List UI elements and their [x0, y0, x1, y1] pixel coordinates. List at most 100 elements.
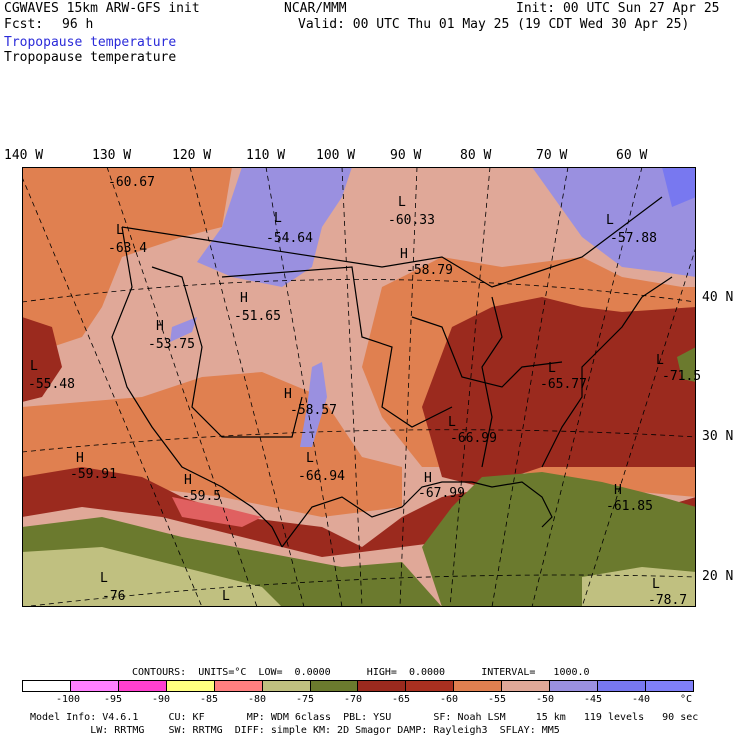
map-value-label: -54.64 [266, 231, 313, 246]
map-extremum-letter: L [306, 451, 314, 466]
contours-info: CONTOURS: UNITS=°C LOW= 0.0000 HIGH= 0.0… [132, 667, 590, 678]
map-value-label: -53.75 [148, 337, 195, 352]
lat-label: 30 N [702, 429, 734, 444]
shade-band [170, 317, 197, 342]
color-swatch [262, 681, 311, 691]
shade-band [532, 167, 696, 277]
map-value-label: -60.33 [388, 213, 435, 228]
map-value-label: -55.48 [28, 377, 75, 392]
lon-label: 130 W [92, 148, 132, 163]
map-extremum-letter: H [156, 319, 164, 334]
map-extremum-letter: L [652, 577, 660, 592]
field-title-contour: Tropopause temperature [4, 50, 177, 65]
color-scale-tick: -70 [344, 694, 363, 705]
color-swatch [550, 681, 599, 691]
model-info-line1: Model Info: V4.6.1 CU: KF MP: WDM 6class… [30, 712, 699, 723]
lon-label: 110 W [246, 148, 286, 163]
map-value-label: -78.7 [648, 593, 688, 608]
shade-band [300, 362, 327, 447]
color-scale-tick: -50 [536, 694, 555, 705]
map-value-label: -76 [102, 589, 126, 604]
map-value-label: -59.91 [70, 467, 117, 482]
map-extremum-letter: L [606, 213, 614, 228]
color-scale-tick: -40 [632, 694, 651, 705]
color-swatch [502, 681, 551, 691]
color-scale-bar [22, 680, 694, 692]
map-value-label: -71.5 [662, 369, 702, 384]
color-swatch [645, 681, 693, 691]
lon-label: 100 W [316, 148, 356, 163]
color-swatch [118, 681, 167, 691]
forecast-hour: 96 h [62, 17, 94, 32]
map-value-label: -66.94 [298, 469, 345, 484]
map-extremum-letter: L [116, 223, 124, 238]
map-extremum-letter: L [100, 571, 108, 586]
map-value-label: -57.88 [610, 231, 657, 246]
shade-band [22, 547, 282, 607]
graticule [22, 167, 696, 607]
map-value-label: -63.4 [108, 241, 148, 256]
lat-label: 20 N [702, 569, 734, 584]
shade-band [582, 567, 696, 607]
political-borders [111, 196, 673, 548]
map-value-label: -65.77 [540, 377, 587, 392]
map-extremum-letter: L [548, 361, 556, 376]
color-swatch [23, 681, 71, 691]
lon-label: 120 W [172, 148, 212, 163]
shade-band [662, 167, 696, 207]
map-extremum-letter: L [30, 359, 38, 374]
color-scale-tick: -90 [152, 694, 171, 705]
map-value-label: -59.5 [182, 489, 222, 504]
map-extremum-letter: H [240, 291, 248, 306]
color-swatch [358, 681, 407, 691]
map-frame [22, 167, 696, 607]
color-scale-tick: -65 [392, 694, 411, 705]
lon-label: 90 W [390, 148, 422, 163]
color-swatch [598, 681, 646, 691]
lon-label: 70 W [536, 148, 568, 163]
color-scale-tick: -100 [56, 694, 81, 705]
map-extremum-letter: L [448, 415, 456, 430]
map-value-label: -51.65 [234, 309, 281, 324]
color-scale-tick: -75 [296, 694, 315, 705]
model-info-line2: LW: RRTMG SW: RRTMG DIFF: simple KM: 2D … [30, 725, 560, 736]
color-swatch [70, 681, 119, 691]
color-swatch [310, 681, 359, 691]
map-extremum-letter: H [76, 451, 84, 466]
map-value-label: -58.57 [290, 403, 337, 418]
color-swatch [454, 681, 503, 691]
color-scale-tick: -45 [584, 694, 603, 705]
shade-band [422, 297, 696, 487]
map-extremum-letter: H [400, 247, 408, 262]
color-scale-tick: -80 [248, 694, 267, 705]
color-scale-tick: -60 [440, 694, 459, 705]
map-extremum-letter: L [656, 353, 664, 368]
valid-time: Valid: 00 UTC Thu 01 May 25 (19 CDT Wed … [298, 17, 690, 32]
map-value-label: -60.67 [108, 175, 155, 190]
org-label: NCAR/MMM [284, 1, 347, 16]
lon-label: 80 W [460, 148, 492, 163]
map-extremum-letter: L [274, 211, 282, 226]
shade-band [22, 317, 62, 402]
color-swatch [406, 681, 455, 691]
map-value-label: -66.99 [450, 431, 497, 446]
map-value-label: -67.99 [418, 486, 465, 501]
tropopause-temperature-map [22, 167, 696, 607]
map-value-label: -61.85 [606, 499, 653, 514]
model-title: CGWAVES 15km ARW-GFS init [4, 1, 200, 16]
shade-band [677, 347, 696, 382]
map-value-label: -58.79 [406, 263, 453, 278]
forecast-label: Fcst: [4, 17, 44, 32]
color-scale-tick: °C [680, 694, 693, 705]
map-extremum-letter: H [284, 387, 292, 402]
color-swatch [214, 681, 263, 691]
shade-band [172, 497, 262, 527]
color-scale-tick: -95 [104, 694, 123, 705]
field-title-shaded: Tropopause temperature [4, 35, 177, 50]
map-extremum-letter: H [614, 483, 622, 498]
color-scale-tick: -55 [488, 694, 507, 705]
map-extremum-letter: L [222, 589, 230, 604]
color-swatch [166, 681, 215, 691]
shade-band [22, 167, 232, 357]
map-extremum-letter: H [424, 471, 432, 486]
